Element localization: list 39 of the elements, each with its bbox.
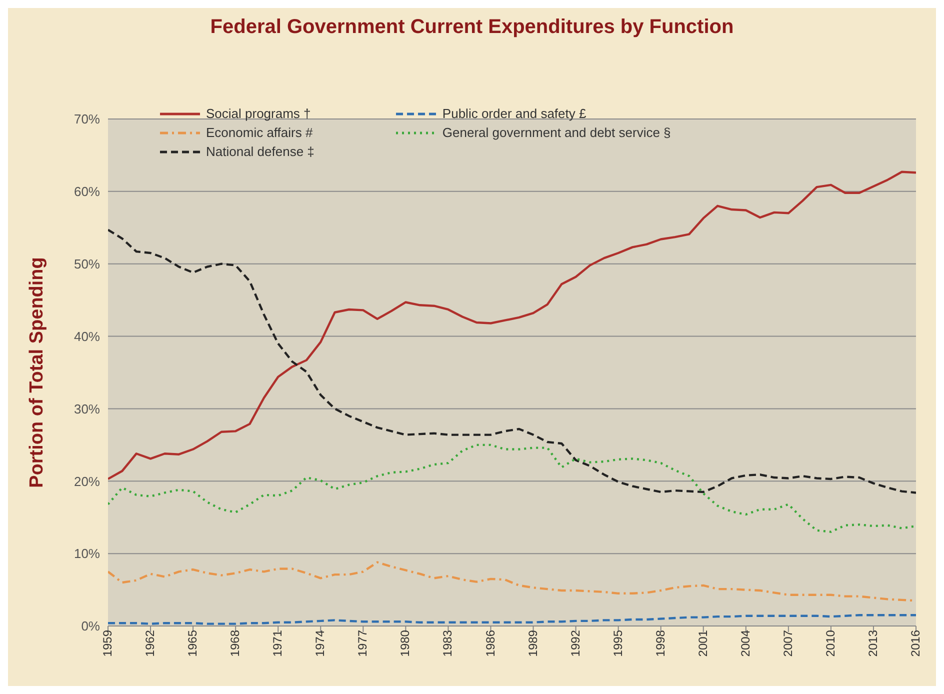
x-tick-label: 1971 [270,630,285,657]
y-tick-label: 30% [74,401,100,416]
x-tick-label: 1962 [143,630,158,657]
y-tick-label: 20% [74,474,100,489]
legend-label: General government and debt service § [442,125,671,140]
x-tick-label: 1986 [483,630,498,657]
line-series [108,614,916,625]
x-tick-label: 2010 [823,630,838,657]
x-tick-label: 2007 [780,630,795,657]
legend-label: Social programs † [206,106,311,121]
line-series [108,170,916,480]
x-tick-label: 2001 [696,630,710,657]
y-tick-label: 10% [74,546,100,562]
y-tick-label: 70% [74,112,100,127]
x-tick-label: 1974 [313,630,328,657]
legend-label: National defense ‡ [206,144,314,159]
line-series [108,228,916,494]
line-series [108,444,916,533]
chart-title: Federal Government Current Expenditures by Function [209,15,735,40]
x-tick-label: 1959 [100,630,115,657]
x-tick-label: 1965 [186,630,200,657]
x-tick-label: 1989 [526,630,540,657]
legend-label: Public order and safety £ [442,106,586,121]
y-tick-label: 0% [81,618,100,634]
y-tick-label: 50% [74,256,100,272]
y-tick-label: 40% [74,328,100,344]
y-axis-title: Portion of Total Spending [26,257,48,488]
legend-label: Economic affairs # [206,125,313,140]
x-tick-label: 1980 [398,630,412,657]
y-tick-label: 60% [74,184,100,200]
x-tick-label: 2004 [738,630,752,657]
x-tick-label: 2016 [908,630,923,657]
x-tick-label: 1977 [356,630,370,657]
x-tick-label: 1968 [228,630,242,657]
x-tick-label: 1995 [610,630,625,657]
x-tick-label: 1983 [440,630,455,657]
x-tick-label: 1992 [568,630,582,657]
x-tick-label: 2013 [866,630,880,657]
x-tick-label: 1998 [653,630,668,657]
